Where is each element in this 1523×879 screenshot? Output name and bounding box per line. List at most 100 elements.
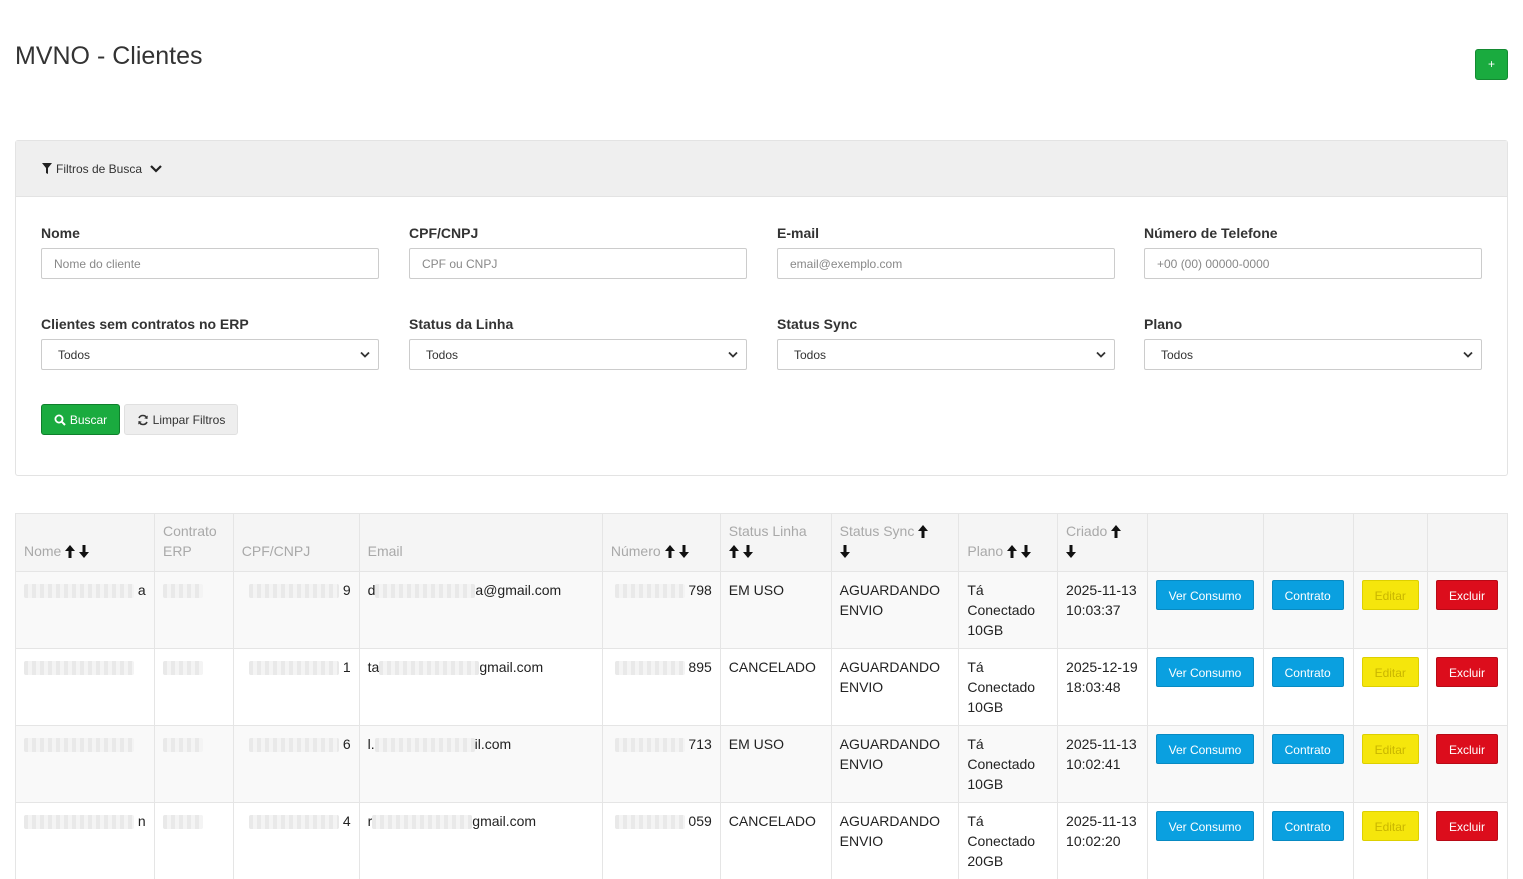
clear-filters-button[interactable]: Limpar Filtros bbox=[124, 404, 238, 435]
plano-value: Todos bbox=[1161, 347, 1194, 362]
col-email-label: Email bbox=[367, 543, 403, 559]
cpf-filter: CPF/CNPJ CPF ou CNPJ bbox=[409, 225, 747, 279]
col-status-sync[interactable]: Status Sync bbox=[830, 513, 960, 572]
cell-status-linha: EM USO bbox=[719, 571, 832, 649]
col-status-sync-label: Status Sync bbox=[839, 523, 915, 539]
excluir-button[interactable]: Excluir bbox=[1435, 811, 1498, 841]
status-linha-select[interactable]: Todos bbox=[409, 339, 747, 370]
search-button-label: Buscar bbox=[69, 412, 108, 427]
arrow-down-icon[interactable] bbox=[742, 545, 753, 558]
cell-contrato bbox=[153, 648, 234, 726]
contrato-button[interactable]: Contrato bbox=[1271, 580, 1344, 610]
editar-button[interactable]: Editar bbox=[1361, 657, 1419, 687]
col-cpf: CPF/CNPJ bbox=[232, 513, 360, 572]
arrow-down-icon[interactable] bbox=[1066, 545, 1077, 558]
arrow-down-icon[interactable] bbox=[1021, 545, 1032, 558]
cell-action-excluir: Excluir bbox=[1426, 725, 1509, 803]
arrow-up-icon[interactable] bbox=[918, 525, 929, 538]
arrow-up-icon[interactable] bbox=[1007, 545, 1018, 558]
redacted-value bbox=[24, 661, 134, 676]
arrow-down-icon[interactable] bbox=[79, 545, 90, 558]
cell-numero: 059 bbox=[601, 802, 721, 879]
cell-action-excluir: Excluir bbox=[1426, 802, 1509, 879]
cell-nome bbox=[15, 648, 155, 726]
cell-email: ta gmail.com bbox=[358, 648, 603, 726]
cell-action-editar: Editar bbox=[1352, 725, 1428, 803]
redacted-value bbox=[248, 661, 339, 676]
telefone-input[interactable]: +00 (00) 00000-0000 bbox=[1144, 248, 1482, 279]
email-input[interactable]: email@exemplo.com bbox=[777, 248, 1115, 279]
status-sync-select[interactable]: Todos bbox=[777, 339, 1115, 370]
contrato-button[interactable]: Contrato bbox=[1271, 811, 1344, 841]
sem-contrato-value: Todos bbox=[58, 347, 91, 362]
search-button[interactable]: Buscar bbox=[41, 404, 120, 435]
col-nome-label: Nome bbox=[24, 543, 62, 559]
col-cpf-label: CPF/CNPJ bbox=[241, 543, 311, 559]
excluir-button[interactable]: Excluir bbox=[1435, 734, 1498, 764]
contrato-button[interactable]: Contrato bbox=[1271, 734, 1344, 764]
col-action-2 bbox=[1262, 513, 1354, 572]
col-nome[interactable]: Nome bbox=[15, 513, 155, 572]
sem-contrato-label: Clientes sem contratos no ERP bbox=[41, 316, 249, 332]
filter-toggle[interactable]: Filtros de Busca bbox=[16, 141, 1507, 197]
sem-contrato-select[interactable]: Todos bbox=[41, 339, 379, 370]
excluir-button[interactable]: Excluir bbox=[1435, 657, 1498, 687]
nome-suffix: a bbox=[137, 582, 146, 598]
arrow-up-icon[interactable] bbox=[65, 545, 76, 558]
cell-action-editar: Editar bbox=[1352, 571, 1428, 649]
nome-label: Nome bbox=[41, 225, 80, 241]
editar-button[interactable]: Editar bbox=[1361, 734, 1419, 764]
sem-contrato-filter: Clientes sem contratos no ERP Todos bbox=[41, 316, 379, 370]
ver-consumo-button[interactable]: Ver Consumo bbox=[1155, 580, 1255, 610]
arrow-up-icon[interactable] bbox=[1111, 525, 1122, 538]
col-plano[interactable]: Plano bbox=[958, 513, 1059, 572]
ver-consumo-button[interactable]: Ver Consumo bbox=[1155, 657, 1255, 687]
redacted-value bbox=[162, 584, 203, 599]
cell-action-contrato: Contrato bbox=[1262, 802, 1354, 879]
telefone-label: Número de Telefone bbox=[1144, 225, 1278, 241]
arrow-down-icon[interactable] bbox=[839, 545, 850, 558]
col-status-linha[interactable]: Status Linha bbox=[719, 513, 832, 572]
arrow-up-icon[interactable] bbox=[664, 545, 675, 558]
redacted-value bbox=[375, 584, 476, 599]
cpf-input[interactable]: CPF ou CNPJ bbox=[409, 248, 747, 279]
excluir-button[interactable]: Excluir bbox=[1435, 580, 1498, 610]
numero-suffix: 713 bbox=[688, 736, 712, 752]
table-row: a 9 d a@gmail.com 798 EM USO AGUARDANDO ENVI… bbox=[15, 571, 1509, 649]
ver-consumo-button[interactable]: Ver Consumo bbox=[1155, 811, 1255, 841]
col-criado[interactable]: Criado bbox=[1057, 513, 1148, 572]
clear-filters-label: Limpar Filtros bbox=[152, 412, 226, 427]
email-suffix: il.com bbox=[474, 736, 512, 752]
ver-consumo-button[interactable]: Ver Consumo bbox=[1155, 734, 1255, 764]
add-client-button[interactable]: + bbox=[1475, 49, 1508, 80]
plano-select[interactable]: Todos bbox=[1144, 339, 1482, 370]
editar-button[interactable]: Editar bbox=[1361, 811, 1419, 841]
status-linha-filter: Status da Linha Todos bbox=[409, 316, 747, 370]
cell-action-consumo: Ver Consumo bbox=[1146, 571, 1264, 649]
redacted-value bbox=[248, 738, 339, 753]
status-sync-label: Status Sync bbox=[777, 316, 858, 332]
filter-panel: Filtros de Busca Nome Nome do cliente CP… bbox=[15, 140, 1508, 476]
col-contrato: Contrato ERP bbox=[153, 513, 234, 572]
col-numero-label: Número bbox=[610, 543, 661, 559]
col-action-4 bbox=[1426, 513, 1509, 572]
col-email: Email bbox=[358, 513, 603, 572]
email-prefix: l. bbox=[367, 736, 375, 752]
cpf-label: CPF/CNPJ bbox=[409, 225, 479, 241]
arrow-up-icon[interactable] bbox=[728, 545, 739, 558]
redacted-value bbox=[162, 661, 203, 676]
cell-action-excluir: Excluir bbox=[1426, 571, 1509, 649]
redacted-value bbox=[248, 584, 339, 599]
redacted-value bbox=[162, 815, 203, 830]
nome-input[interactable]: Nome do cliente bbox=[41, 248, 379, 279]
status-linha-label: Status da Linha bbox=[409, 316, 514, 332]
numero-suffix: 798 bbox=[688, 582, 712, 598]
editar-button[interactable]: Editar bbox=[1361, 580, 1419, 610]
cell-criado: 2025-11-13 10:03:37 bbox=[1057, 571, 1148, 649]
col-numero[interactable]: Número bbox=[601, 513, 721, 572]
cell-plano: Tá Conectado 20GB bbox=[958, 802, 1059, 879]
cell-nome: a bbox=[15, 571, 155, 649]
arrow-down-icon[interactable] bbox=[678, 545, 689, 558]
table-row: 6 l. il.com 713 EM USO AGUARDANDO ENVIO Tá Co… bbox=[15, 725, 1509, 803]
contrato-button[interactable]: Contrato bbox=[1271, 657, 1344, 687]
